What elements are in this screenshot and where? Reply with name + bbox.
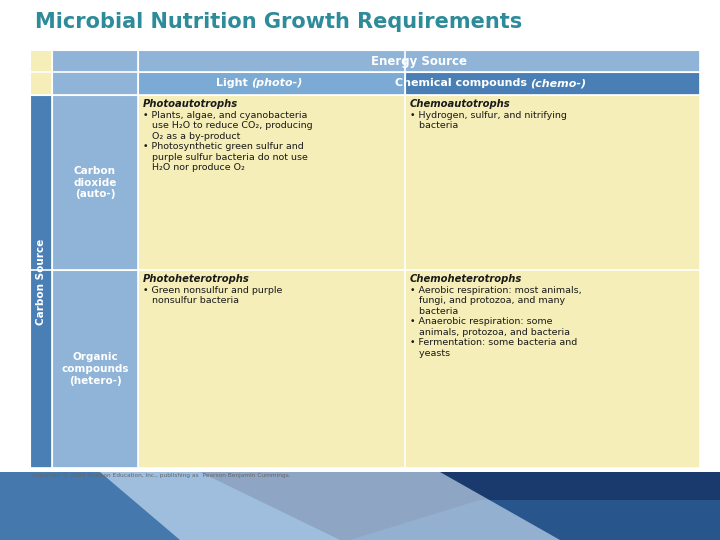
Text: animals, protozoa, and bacteria: animals, protozoa, and bacteria	[410, 328, 570, 336]
Text: Microbial Nutrition Growth Requirements: Microbial Nutrition Growth Requirements	[35, 12, 522, 32]
Text: Carbon
dioxide
(auto-): Carbon dioxide (auto-)	[73, 166, 117, 199]
Text: • Fermentation: some bacteria and: • Fermentation: some bacteria and	[410, 338, 577, 347]
Polygon shape	[100, 472, 560, 540]
Bar	[30, 95, 52, 468]
Polygon shape	[0, 472, 340, 540]
Bar	[0, 472, 720, 540]
Text: Photoheterotrophs: Photoheterotrophs	[143, 274, 250, 284]
Text: • Photosynthetic green sulfur and: • Photosynthetic green sulfur and	[143, 142, 304, 151]
Text: purple sulfur bacteria do not use: purple sulfur bacteria do not use	[143, 153, 308, 161]
Bar	[52, 95, 138, 270]
Bar	[30, 50, 700, 468]
Text: • Anaerobic respiration: some: • Anaerobic respiration: some	[410, 317, 552, 326]
Bar	[405, 72, 700, 95]
Text: • Green nonsulfur and purple: • Green nonsulfur and purple	[143, 286, 282, 294]
Text: Carbon Source: Carbon Source	[36, 238, 46, 325]
Text: yeasts: yeasts	[410, 349, 450, 358]
Bar	[52, 270, 138, 468]
Bar	[52, 50, 138, 95]
Text: use H₂O to reduce CO₂, producing: use H₂O to reduce CO₂, producing	[143, 121, 312, 130]
Text: O₂ as a by-product: O₂ as a by-product	[143, 132, 240, 140]
Text: • Hydrogen, sulfur, and nitrifying: • Hydrogen, sulfur, and nitrifying	[410, 111, 567, 119]
Text: (photo-): (photo-)	[251, 78, 303, 89]
Bar	[138, 50, 700, 72]
Text: Photoautotrophs: Photoautotrophs	[143, 99, 238, 109]
Text: • Aerobic respiration: most animals,: • Aerobic respiration: most animals,	[410, 286, 582, 294]
Text: • Plants, algae, and cyanobacteria: • Plants, algae, and cyanobacteria	[143, 111, 307, 119]
Text: bacteria: bacteria	[410, 121, 458, 130]
Text: nonsulfur bacteria: nonsulfur bacteria	[143, 296, 239, 305]
Text: bacteria: bacteria	[410, 307, 458, 315]
Polygon shape	[350, 500, 720, 540]
Text: Organic
compounds
(hetero-): Organic compounds (hetero-)	[61, 353, 129, 386]
Text: (chemo-): (chemo-)	[531, 78, 587, 89]
Text: Energy Source: Energy Source	[371, 55, 467, 68]
Text: Light: Light	[216, 78, 251, 89]
Text: Chemical compounds: Chemical compounds	[395, 78, 531, 89]
Text: Chemoheterotrophs: Chemoheterotrophs	[410, 274, 523, 284]
Text: fungi, and protozoa, and many: fungi, and protozoa, and many	[410, 296, 565, 305]
Text: H₂O nor produce O₂: H₂O nor produce O₂	[143, 163, 245, 172]
Text: Copyright © 2009 Pearson Education, Inc., publishing as  Pearson Benjamin Cummin: Copyright © 2009 Pearson Education, Inc.…	[32, 472, 291, 478]
Text: Chemoautotrophs: Chemoautotrophs	[410, 99, 510, 109]
Bar	[138, 72, 405, 95]
